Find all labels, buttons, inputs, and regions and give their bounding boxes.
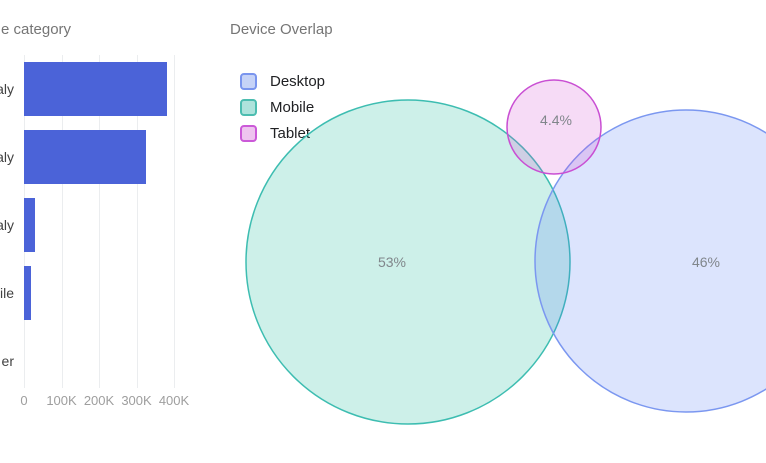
venn-percent-label-tablet: 4.4%	[540, 112, 572, 128]
x-axis-tick-label: 400K	[158, 393, 190, 408]
venn-circle-tablet[interactable]	[506, 79, 602, 175]
venn-circle-mobile[interactable]	[245, 99, 571, 425]
x-axis-tick-label: 0	[20, 393, 28, 408]
category-label: aly	[0, 217, 14, 233]
bar-1[interactable]	[24, 130, 146, 184]
legend-label: Desktop	[270, 73, 326, 90]
venn-legend: Desktop Mobile Tablet	[240, 73, 325, 151]
x-axis-tick-label: 200K	[83, 393, 115, 408]
venn-percent-label-desktop: 46%	[692, 254, 720, 270]
x-gridline	[136, 55, 138, 388]
bar-2[interactable]	[24, 198, 35, 252]
legend-item-tablet[interactable]: Tablet	[240, 125, 325, 142]
x-axis-tick-label: 100K	[46, 393, 77, 408]
legend-swatch-desktop	[240, 73, 257, 90]
legend-label: Mobile	[270, 99, 315, 116]
x-gridline	[99, 55, 100, 388]
category-label: er	[1, 353, 14, 369]
category-label: ile	[0, 285, 14, 301]
bar-0[interactable]	[24, 62, 167, 116]
venn-chart-title: Device Overlap	[230, 21, 333, 38]
x-gridline	[61, 55, 63, 388]
category-label: aly	[0, 81, 14, 97]
category-label: aly	[0, 149, 14, 165]
legend-item-mobile[interactable]: Mobile	[240, 99, 325, 116]
legend-swatch-mobile	[240, 99, 257, 116]
venn-percent-label-mobile: 53%	[378, 254, 406, 270]
venn-circle-desktop[interactable]	[534, 109, 766, 413]
legend-swatch-tablet	[240, 125, 257, 142]
legend-label: Tablet	[270, 125, 311, 142]
x-axis-tick-label: 300K	[121, 393, 152, 408]
bar-chart-title: e category	[1, 21, 72, 38]
bar-3[interactable]	[24, 266, 32, 320]
legend-item-desktop[interactable]: Desktop	[240, 73, 325, 90]
x-gridline	[174, 55, 175, 388]
